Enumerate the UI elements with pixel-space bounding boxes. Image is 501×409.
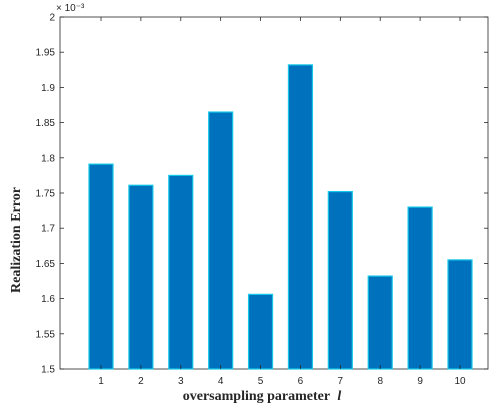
bar-2 [128,184,154,370]
bar-9 [407,206,433,370]
x-tick-label: 7 [338,376,344,387]
y-tick-label: 1.6 [41,294,55,305]
x-axis-label-symbol: l [337,389,341,404]
y-tick-label: 1.9 [41,83,55,94]
bar-5 [247,293,274,370]
y-axis-ticks: 1.5 1.55 1.6 1.65 1.7 1.75 1.8 1.85 1.9 1.95 2 [36,13,488,376]
x-axis-label: oversampling parameter l [183,389,342,404]
y-tick-label: 2 [49,13,55,24]
x-tick-label: 10 [454,376,466,387]
y-tick-label: 1.55 [36,329,56,340]
x-tick-label: 3 [178,376,184,387]
bar-3 [168,174,194,370]
x-tick-label: 8 [377,376,383,387]
x-tick-label: 6 [298,376,304,387]
x-axis-label-text: oversampling parameter [183,389,330,404]
x-tick-label: 1 [98,376,104,387]
x-tick-label: 2 [138,376,144,387]
y-tick-label: 1.95 [36,48,56,59]
bar-8 [367,275,393,370]
bar-7 [327,190,353,370]
x-axis-ticks: 1 2 3 4 5 6 7 8 9 10 [98,17,466,387]
x-tick-label: 4 [218,376,224,387]
bars [88,64,473,370]
y-tick-label: 1.8 [41,153,55,164]
bar-1 [88,163,114,370]
y-scale-exponent: × 10⁻³ [56,3,85,14]
bar-10 [447,259,473,370]
bar-6 [287,64,314,370]
y-tick-label: 1.5 [41,365,55,376]
y-tick-label: 1.7 [41,224,55,235]
y-tick-label: 1.85 [36,118,56,129]
bar-4 [208,111,234,370]
x-tick-label: 9 [417,376,423,387]
x-tick-label: 5 [258,376,264,387]
y-axis-label: Realization Error [9,187,24,293]
y-tick-label: 1.65 [36,259,56,270]
y-tick-label: 1.75 [36,189,56,200]
